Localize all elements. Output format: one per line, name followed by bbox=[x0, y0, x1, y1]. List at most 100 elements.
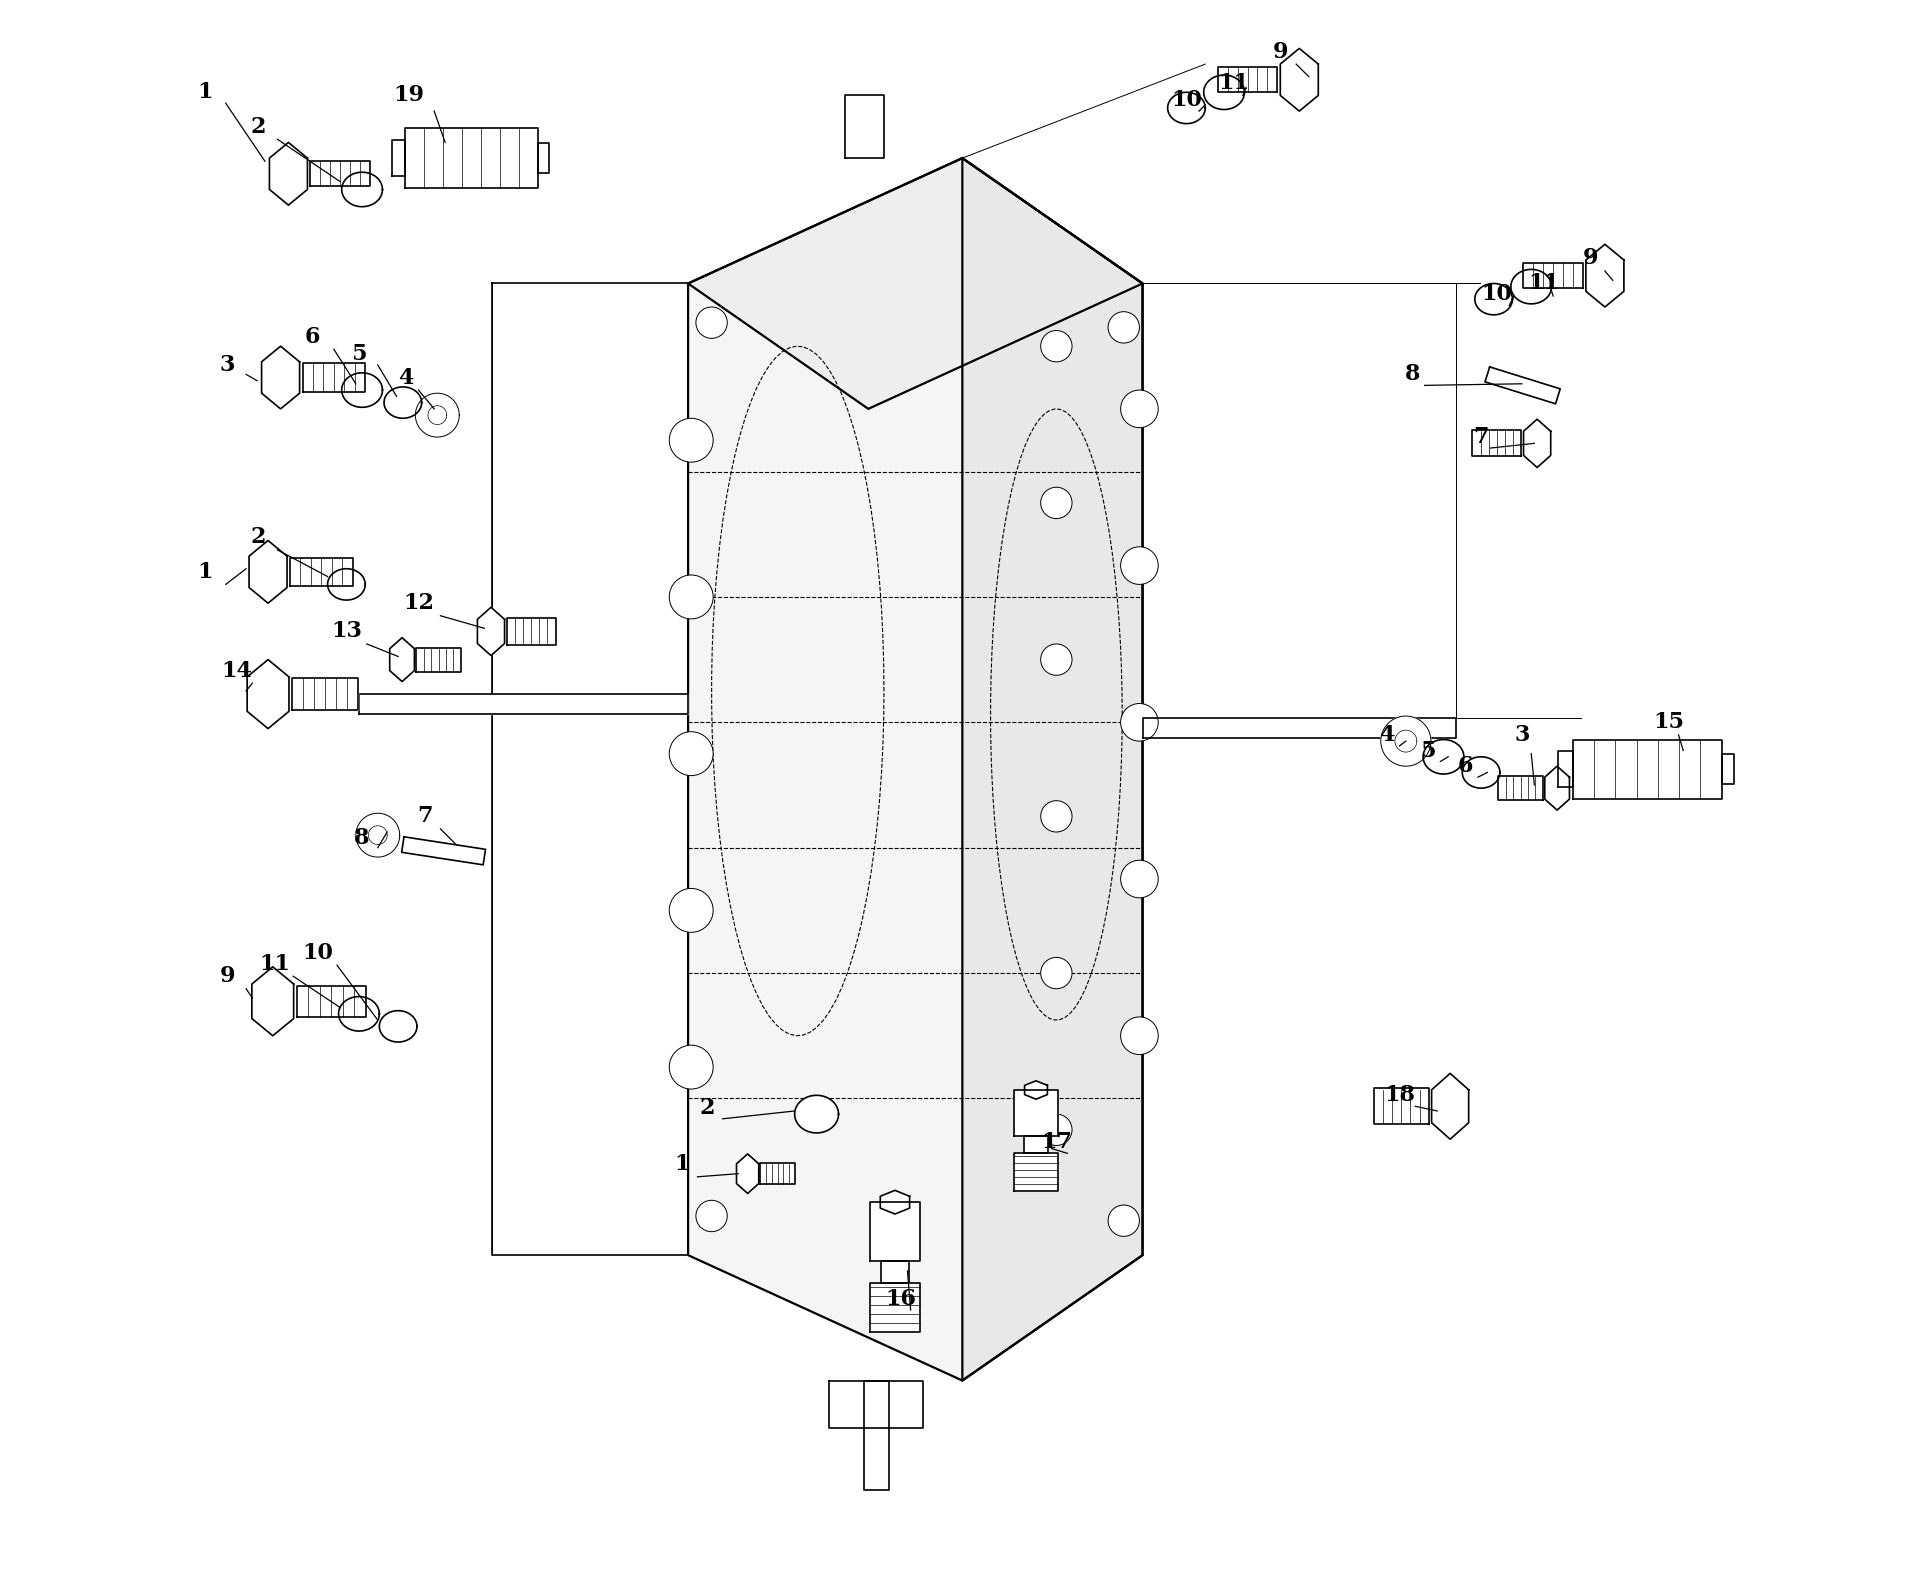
Text: 6: 6 bbox=[1458, 755, 1474, 777]
Text: 11: 11 bbox=[260, 953, 290, 975]
Polygon shape bbox=[355, 813, 399, 857]
Polygon shape bbox=[359, 694, 687, 714]
Circle shape bbox=[1121, 703, 1159, 741]
Text: 18: 18 bbox=[1384, 1085, 1415, 1107]
Polygon shape bbox=[506, 619, 556, 645]
Polygon shape bbox=[391, 140, 405, 176]
Text: 15: 15 bbox=[1653, 711, 1684, 733]
Text: 1: 1 bbox=[199, 82, 214, 104]
Text: 9: 9 bbox=[220, 966, 235, 988]
Polygon shape bbox=[962, 159, 1143, 1380]
Polygon shape bbox=[1168, 93, 1205, 124]
Polygon shape bbox=[262, 345, 300, 408]
Polygon shape bbox=[416, 648, 460, 672]
Polygon shape bbox=[1143, 717, 1457, 738]
Polygon shape bbox=[1462, 757, 1500, 788]
Polygon shape bbox=[342, 173, 382, 207]
Circle shape bbox=[1040, 487, 1073, 518]
Polygon shape bbox=[1218, 68, 1277, 93]
Polygon shape bbox=[863, 1380, 890, 1490]
Circle shape bbox=[670, 1046, 714, 1090]
Text: 11: 11 bbox=[1218, 72, 1248, 94]
Polygon shape bbox=[342, 372, 382, 407]
Polygon shape bbox=[389, 637, 414, 681]
Circle shape bbox=[1040, 644, 1073, 675]
Polygon shape bbox=[1025, 1080, 1048, 1099]
Polygon shape bbox=[882, 1261, 909, 1283]
Polygon shape bbox=[538, 143, 550, 173]
Circle shape bbox=[1121, 389, 1159, 427]
Polygon shape bbox=[248, 540, 286, 603]
Polygon shape bbox=[302, 363, 365, 391]
Polygon shape bbox=[794, 1096, 838, 1134]
Polygon shape bbox=[871, 1203, 920, 1261]
Polygon shape bbox=[1510, 270, 1552, 305]
Polygon shape bbox=[829, 1380, 924, 1427]
Polygon shape bbox=[380, 1011, 416, 1042]
Circle shape bbox=[1040, 801, 1073, 832]
Text: 11: 11 bbox=[1529, 273, 1560, 295]
Circle shape bbox=[1107, 1206, 1140, 1236]
Text: 6: 6 bbox=[304, 325, 319, 349]
Polygon shape bbox=[493, 284, 687, 1254]
Polygon shape bbox=[1573, 739, 1722, 799]
Text: 8: 8 bbox=[1405, 363, 1420, 385]
Text: 10: 10 bbox=[1481, 284, 1512, 306]
Polygon shape bbox=[846, 96, 884, 159]
Polygon shape bbox=[871, 1283, 920, 1331]
Polygon shape bbox=[290, 557, 353, 586]
Polygon shape bbox=[252, 967, 294, 1036]
Polygon shape bbox=[1374, 1088, 1428, 1124]
Polygon shape bbox=[1544, 766, 1569, 810]
Circle shape bbox=[1040, 331, 1073, 361]
Polygon shape bbox=[1722, 755, 1733, 785]
Text: 8: 8 bbox=[355, 827, 370, 849]
Polygon shape bbox=[328, 568, 365, 600]
Polygon shape bbox=[1014, 1090, 1058, 1137]
Text: 7: 7 bbox=[1474, 425, 1489, 447]
Circle shape bbox=[1107, 312, 1140, 342]
Polygon shape bbox=[338, 997, 380, 1031]
Polygon shape bbox=[687, 159, 1143, 408]
Polygon shape bbox=[1380, 716, 1432, 766]
Text: 4: 4 bbox=[399, 366, 414, 388]
Polygon shape bbox=[1205, 75, 1245, 110]
Text: 9: 9 bbox=[1273, 41, 1289, 63]
Text: 19: 19 bbox=[393, 85, 424, 107]
Circle shape bbox=[1040, 1115, 1073, 1146]
Polygon shape bbox=[760, 1163, 794, 1184]
Text: 17: 17 bbox=[1040, 1132, 1071, 1154]
Polygon shape bbox=[1472, 430, 1521, 457]
Circle shape bbox=[1121, 860, 1159, 898]
Circle shape bbox=[1040, 958, 1073, 989]
Polygon shape bbox=[1422, 739, 1464, 774]
Polygon shape bbox=[292, 678, 359, 710]
Polygon shape bbox=[737, 1154, 758, 1193]
Text: 5: 5 bbox=[351, 342, 367, 364]
Circle shape bbox=[670, 889, 714, 933]
Polygon shape bbox=[405, 129, 538, 188]
Circle shape bbox=[1121, 546, 1159, 584]
Polygon shape bbox=[1014, 1152, 1058, 1192]
Polygon shape bbox=[298, 986, 367, 1017]
Text: 1: 1 bbox=[199, 560, 214, 582]
Text: 10: 10 bbox=[304, 942, 334, 964]
Polygon shape bbox=[1023, 1137, 1048, 1152]
Polygon shape bbox=[1523, 419, 1550, 468]
Text: 14: 14 bbox=[221, 659, 252, 681]
Circle shape bbox=[670, 418, 714, 462]
Polygon shape bbox=[687, 159, 1143, 1380]
Polygon shape bbox=[1432, 1074, 1468, 1140]
Text: 12: 12 bbox=[403, 592, 433, 614]
Polygon shape bbox=[384, 386, 422, 418]
Polygon shape bbox=[269, 143, 307, 206]
Circle shape bbox=[697, 308, 727, 339]
Circle shape bbox=[1121, 1017, 1159, 1055]
Text: 9: 9 bbox=[1583, 248, 1598, 270]
Polygon shape bbox=[1558, 752, 1573, 787]
Text: 3: 3 bbox=[1514, 724, 1529, 746]
Text: 7: 7 bbox=[416, 805, 433, 827]
Text: 16: 16 bbox=[886, 1287, 916, 1309]
Polygon shape bbox=[416, 392, 460, 436]
Text: 2: 2 bbox=[250, 526, 267, 548]
